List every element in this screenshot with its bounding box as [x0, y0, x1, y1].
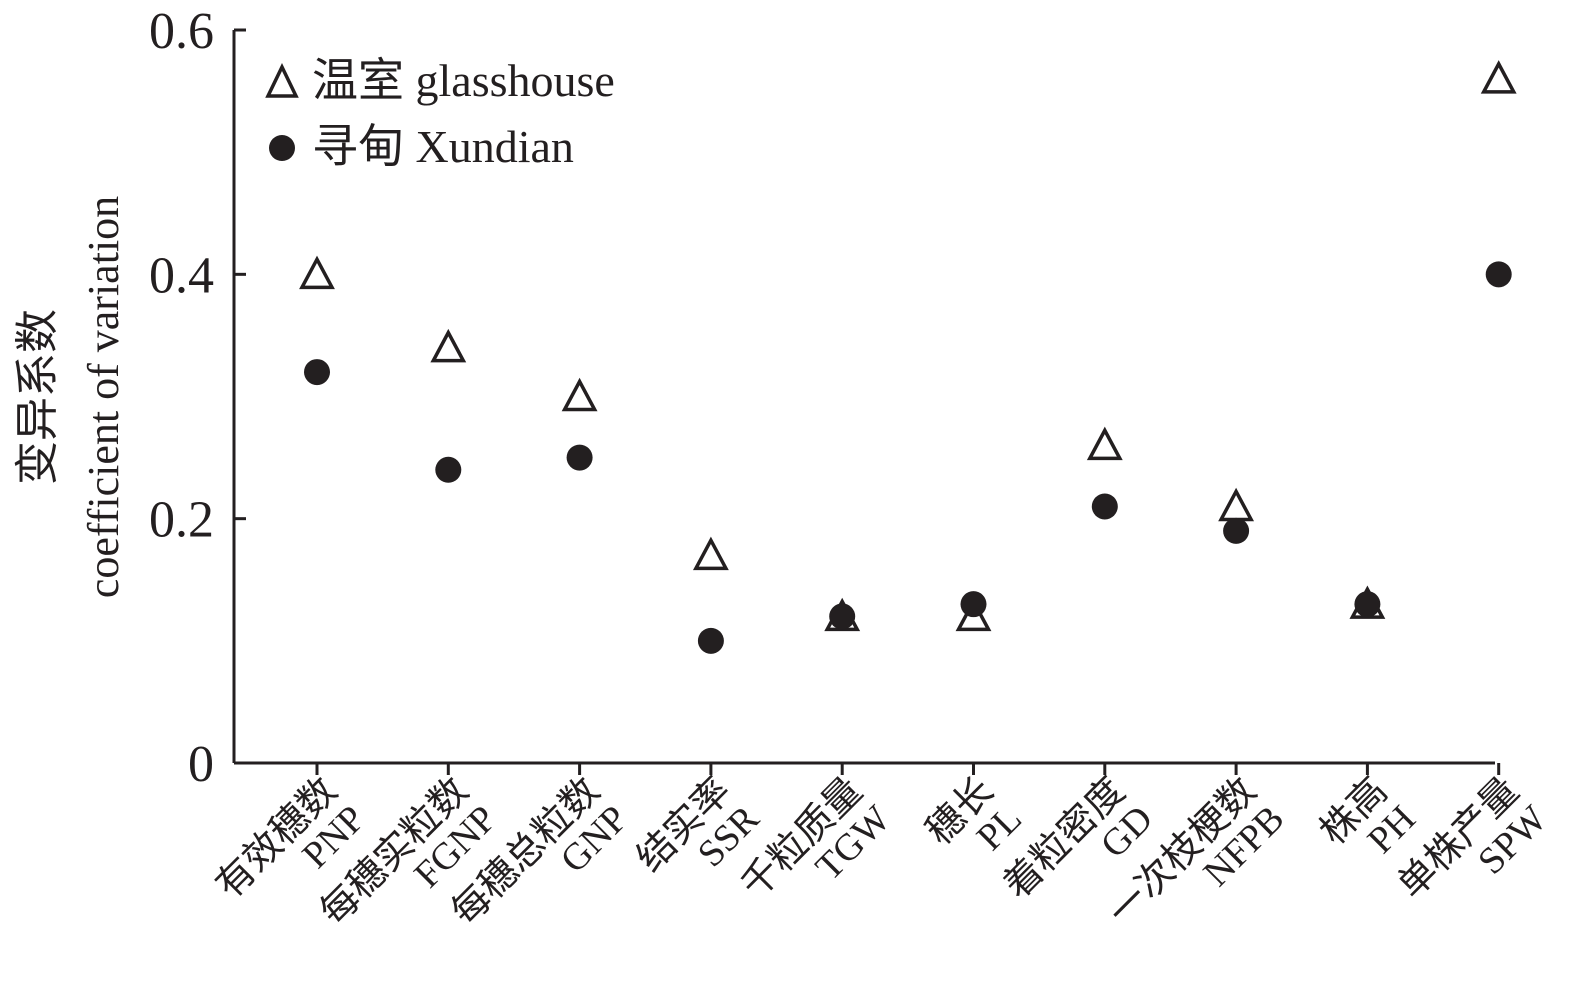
xundian-circle-point	[1485, 261, 1512, 288]
xundian-circle-point	[1354, 591, 1381, 618]
y-tick-label: 0.4	[149, 247, 214, 304]
xundian-circle-point	[566, 444, 593, 471]
xundian-circle-point	[1223, 517, 1250, 544]
legend: 温室 glasshouse 寻甸 Xundian	[265, 55, 615, 172]
legend-label-glasshouse: 温室 glasshouse	[312, 55, 615, 106]
xundian-circle-point	[304, 359, 330, 386]
glasshouse-triangle-point	[1086, 426, 1123, 461]
y-tick-label: 0	[188, 736, 214, 793]
glasshouse-triangle-point	[561, 377, 598, 412]
data-marks	[299, 60, 1517, 654]
xundian-circle-point	[829, 603, 856, 630]
legend-label-xundian: 寻甸 Xundian	[312, 121, 574, 172]
xundian-circle-point	[435, 456, 462, 483]
y-ticks: 0 0.2 0.4 0.6	[149, 3, 246, 793]
y-axis-title-cn: 变异系数	[13, 309, 62, 485]
glasshouse-triangle-point	[692, 536, 729, 571]
y-tick-label: 0.6	[149, 3, 214, 60]
y-tick-label: 0.2	[149, 492, 214, 549]
glasshouse-triangle-point	[299, 255, 335, 290]
glasshouse-triangle-point	[430, 328, 467, 363]
legend-triangle-marker	[265, 62, 299, 98]
glasshouse-triangle-point	[1218, 487, 1255, 522]
glasshouse-triangle-point	[955, 597, 992, 632]
glasshouse-triangle-point	[1480, 60, 1517, 94]
legend-circle-marker	[269, 135, 295, 161]
xundian-circle-point	[960, 591, 987, 618]
y-axis-title-en: coefficient of variation	[79, 196, 128, 598]
xundian-circle-point	[1091, 493, 1118, 520]
xundian-circle-point	[697, 627, 724, 654]
